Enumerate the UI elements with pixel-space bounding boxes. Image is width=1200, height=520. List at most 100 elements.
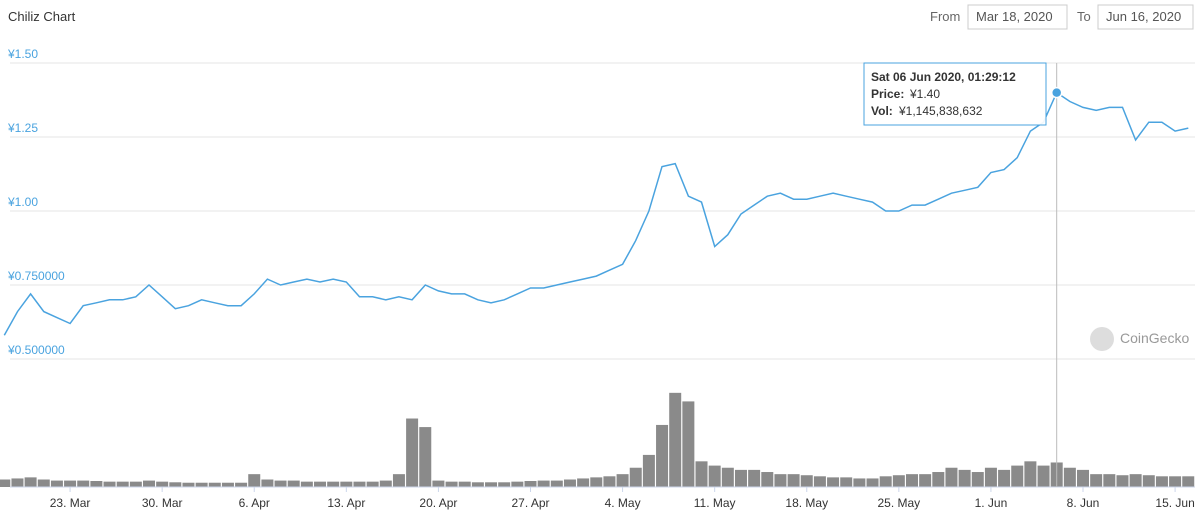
volume-bar	[432, 480, 445, 487]
y-tick-label: ¥0.500000	[7, 343, 65, 357]
x-tick-label: 13. Apr	[327, 496, 365, 510]
volume-bar	[590, 477, 603, 487]
volume-bar	[0, 479, 11, 487]
x-tick-label: 1. Jun	[975, 496, 1008, 510]
volume-bar	[734, 469, 747, 487]
tooltip-vol-label: Vol:	[871, 104, 893, 118]
volume-bar	[64, 480, 77, 487]
tooltip: Sat 06 Jun 2020, 01:29:12 Price: ¥1.40 V…	[863, 62, 1047, 126]
volume-bar	[11, 478, 24, 487]
tooltip-date: Sat 06 Jun 2020, 01:29:12	[871, 70, 1016, 84]
volume-bar	[932, 472, 945, 487]
volume-bar	[511, 481, 524, 487]
volume-bar	[314, 481, 327, 487]
volume-bar	[905, 474, 918, 487]
volume-bar	[616, 474, 629, 487]
x-tick-label: 23. Mar	[50, 496, 91, 510]
volume-bar	[169, 482, 182, 487]
volume-bar	[892, 475, 905, 487]
volume-bar	[1182, 476, 1195, 487]
volume-bar	[221, 482, 234, 487]
volume-bar	[1129, 474, 1142, 487]
from-date[interactable]: Mar 18, 2020	[976, 9, 1053, 24]
volume-bar	[998, 469, 1011, 487]
volume-bar	[603, 476, 616, 487]
volume-bar	[498, 482, 511, 487]
volume-bar	[866, 478, 879, 487]
volume-bar	[708, 465, 721, 487]
volume-bar	[537, 480, 550, 487]
volume-bar	[208, 482, 221, 487]
x-tick-label: 15. Jun	[1155, 496, 1194, 510]
volume-bar	[471, 482, 484, 487]
volume-bar	[379, 480, 392, 487]
volume-bar	[419, 427, 432, 487]
y-tick-label: ¥1.50	[7, 47, 38, 61]
volume-bar	[129, 481, 142, 487]
to-date[interactable]: Jun 16, 2020	[1106, 9, 1181, 24]
volume-bar	[77, 480, 90, 487]
volume-bar	[1077, 469, 1090, 487]
volume-bar	[182, 482, 195, 487]
volume-bar	[366, 481, 379, 487]
volume-bar	[958, 469, 971, 487]
volume-bar	[103, 481, 116, 487]
volume-bar	[656, 424, 669, 487]
volume-bar	[300, 481, 313, 487]
volume-bar	[524, 481, 537, 487]
x-tick-label: 30. Mar	[142, 496, 183, 510]
volume-bar	[695, 461, 708, 487]
volume-bar	[340, 481, 353, 487]
volume-bar	[445, 481, 458, 487]
volume-bar	[143, 480, 156, 487]
volume-bar	[156, 481, 169, 487]
x-tick-label: 6. Apr	[239, 496, 270, 510]
to-input[interactable]	[1097, 4, 1194, 30]
tooltip-price: ¥1.40	[909, 87, 940, 101]
price-line	[3, 91, 1189, 336]
volume-bar	[50, 480, 63, 487]
volume-bar	[945, 467, 958, 487]
volume-bar	[1116, 475, 1129, 487]
volume-bar	[813, 476, 826, 487]
volume-bar	[642, 454, 655, 487]
volume-bar	[827, 477, 840, 487]
volume-bar	[1090, 474, 1103, 487]
volume-bar	[919, 474, 932, 487]
volume-bar	[563, 479, 576, 487]
volume-bar	[327, 481, 340, 487]
volume-bar	[721, 467, 734, 487]
y-tick-label: ¥0.750000	[7, 269, 65, 283]
watermark-icon	[1090, 327, 1114, 351]
volume-bar	[248, 474, 261, 487]
volume-bar	[353, 481, 366, 487]
x-tick-label: 25. May	[877, 496, 920, 510]
volume-bar	[840, 477, 853, 487]
volume-bar	[629, 467, 642, 487]
chart-title: Chiliz Chart	[8, 9, 76, 24]
volume-bar	[879, 476, 892, 487]
volume-bar	[1024, 461, 1037, 487]
tooltip-box	[863, 62, 1047, 126]
volume-bar	[274, 480, 287, 487]
x-tick-label: 4. May	[605, 496, 641, 510]
volume-bar	[761, 472, 774, 487]
volume-bar	[1037, 465, 1050, 487]
from-input[interactable]	[967, 4, 1068, 30]
volume-bar	[984, 467, 997, 487]
volume-bar	[1169, 476, 1182, 487]
volume-bar	[287, 480, 300, 487]
volume-bar	[853, 478, 866, 487]
volume-bar	[261, 479, 274, 487]
volume-bar	[116, 481, 129, 487]
x-tick-label: 20. Apr	[419, 496, 457, 510]
y-tick-label: ¥1.25	[7, 121, 38, 135]
volume-bar	[682, 401, 695, 487]
volume-bar	[235, 482, 248, 487]
volume-bar	[1103, 474, 1116, 487]
volume-bar	[485, 482, 498, 487]
from-label: From	[930, 9, 960, 24]
volume-bar	[748, 469, 761, 487]
volume-bar	[90, 481, 103, 487]
